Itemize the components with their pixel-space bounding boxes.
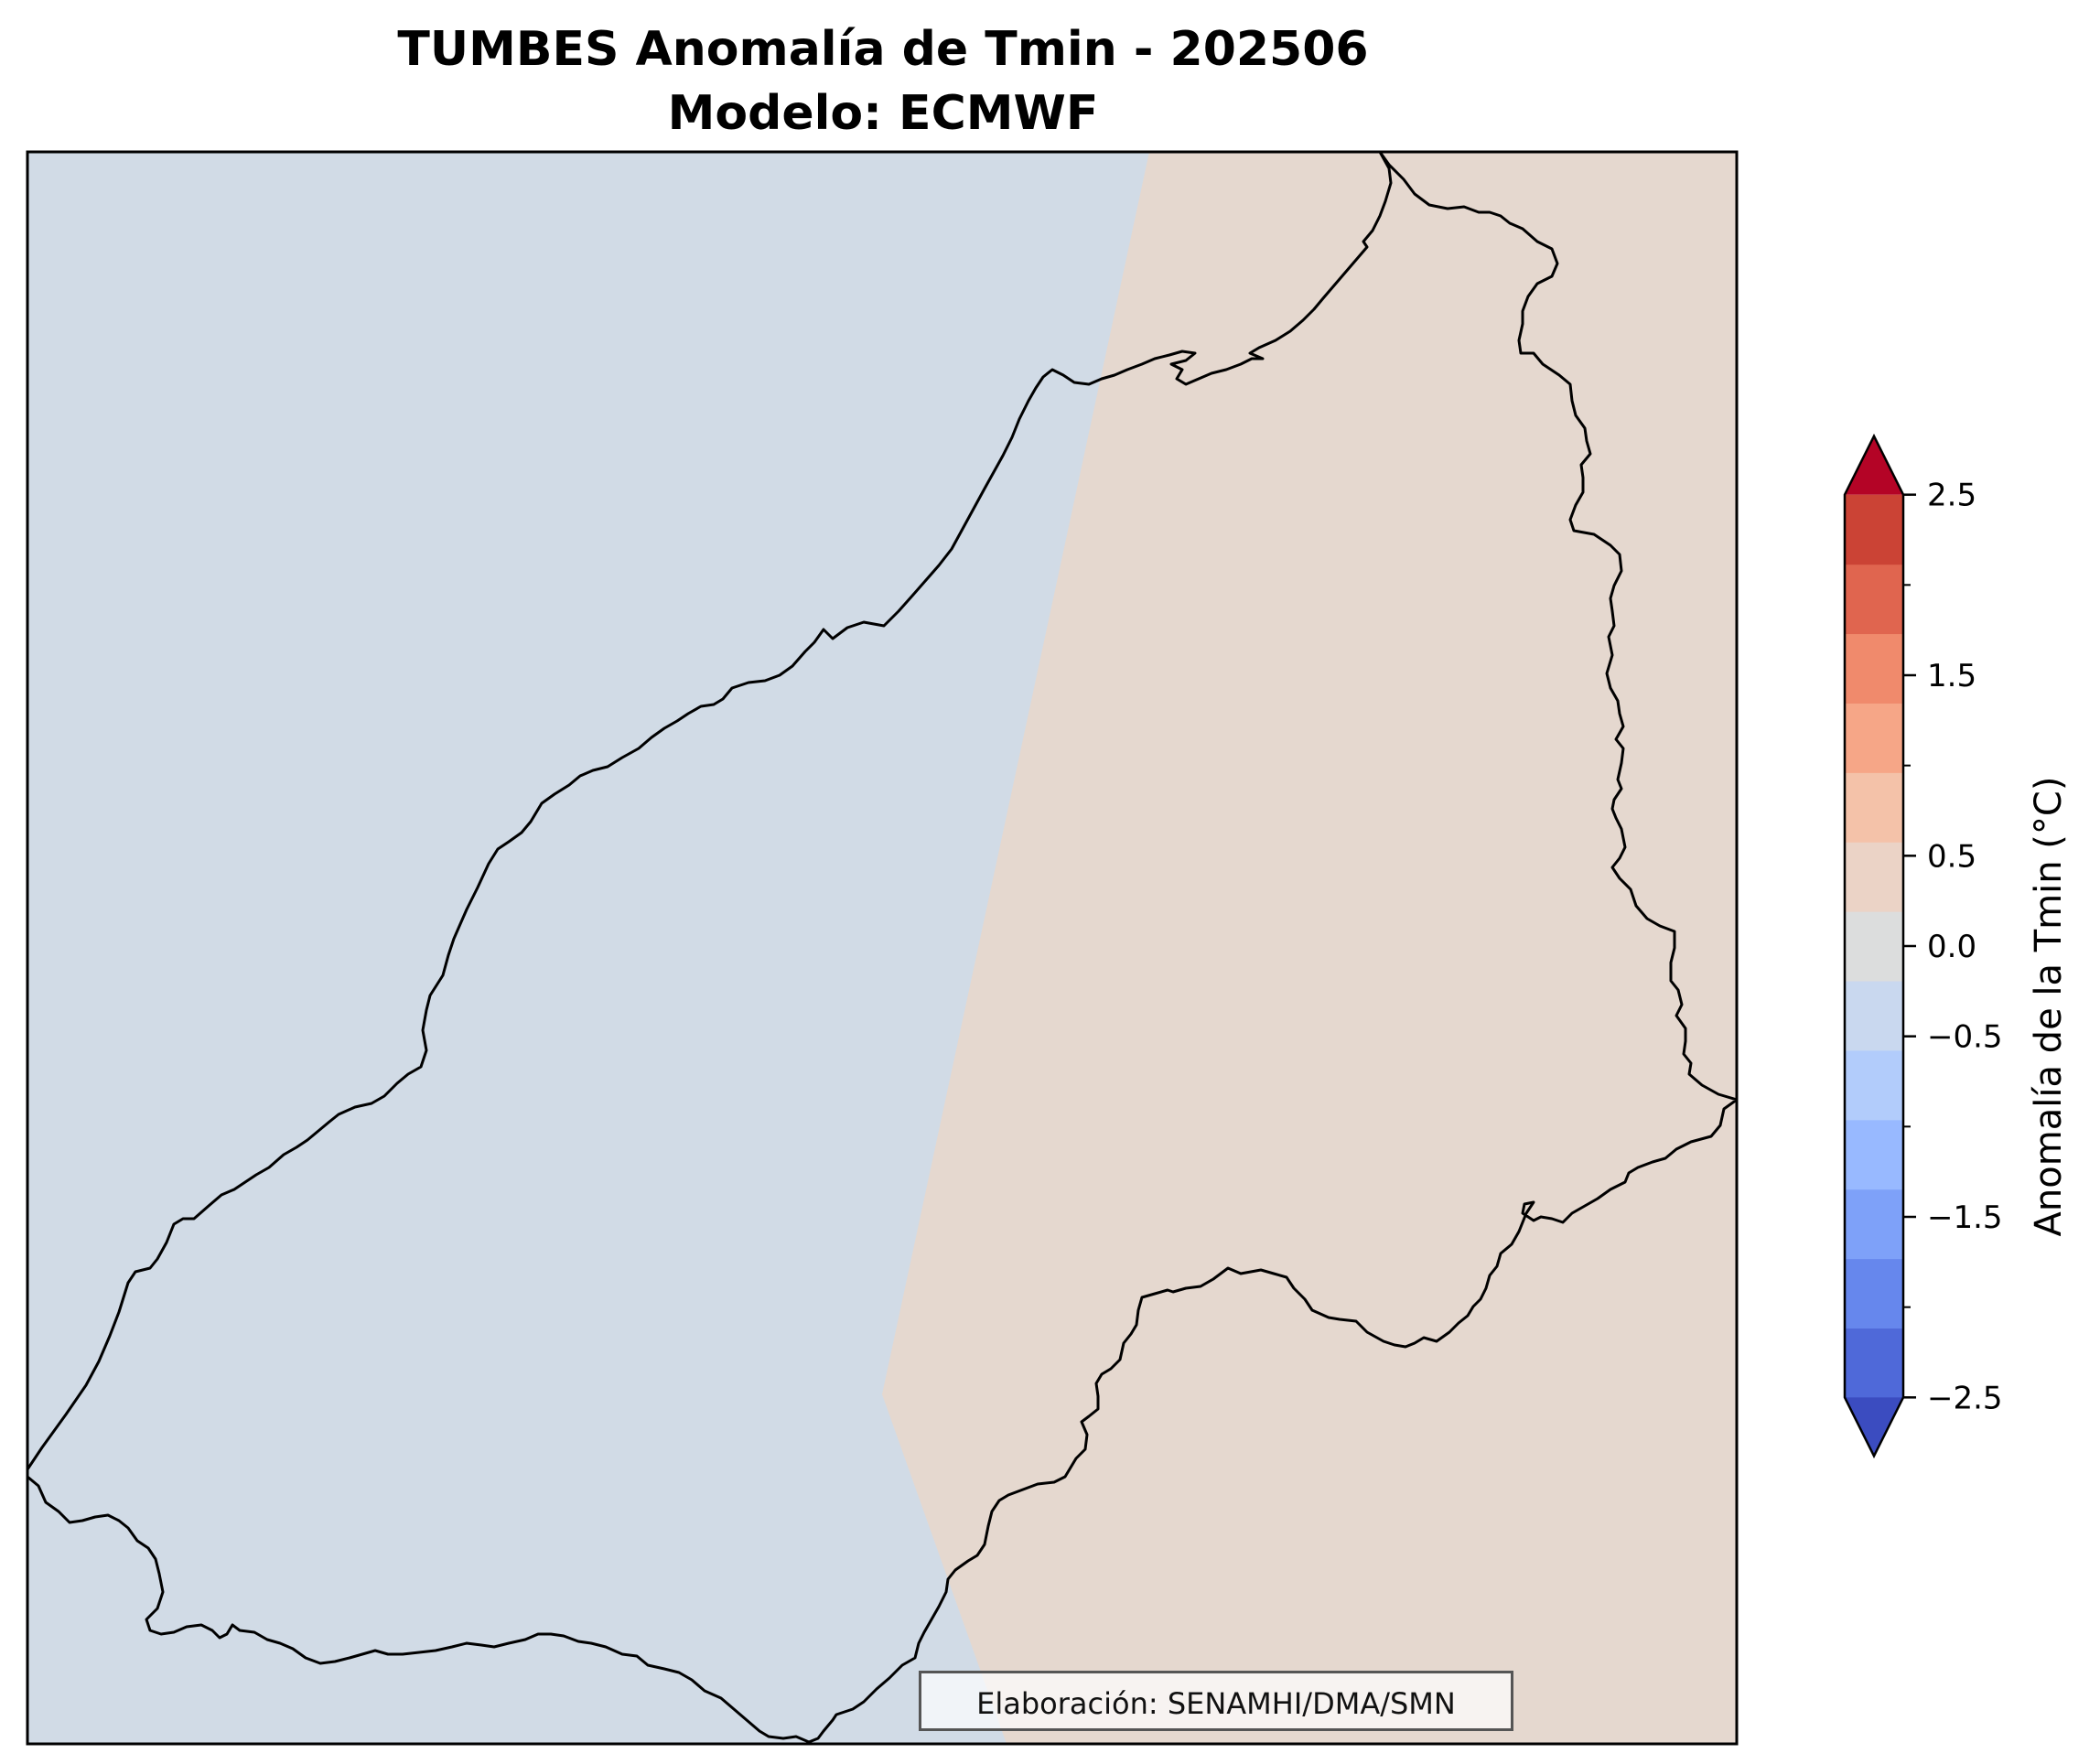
colorbar-tick-label: −0.5 xyxy=(1927,1019,2003,1056)
colorbar-tick-label: 1.5 xyxy=(1927,658,1976,694)
colorbar-bin xyxy=(1845,842,1903,912)
map-subtitle: Modelo: ECMWF xyxy=(667,86,1099,141)
colorbar-bin xyxy=(1845,1189,1903,1260)
colorbar-tick-label: −2.5 xyxy=(1927,1380,2003,1416)
warm-anomaly-region xyxy=(882,152,1737,1744)
colorbar-tick-label: −1.5 xyxy=(1927,1199,2003,1236)
colorbar-bin xyxy=(1845,1049,1903,1121)
colorbar-extend-min xyxy=(1845,1397,1903,1457)
colorbar-bin xyxy=(1845,564,1903,635)
map-panel xyxy=(27,152,1737,1744)
colorbar-label: Anomalía de la Tmin (°C) xyxy=(2028,777,2070,1237)
map-frame xyxy=(26,150,1739,1746)
colorbar-tick-label: 2.5 xyxy=(1927,478,1976,514)
map-title: TUMBES Anomalía de Tmin - 202506 xyxy=(397,22,1369,77)
colorbar-bin xyxy=(1845,1258,1903,1329)
colorbar-extend-max xyxy=(1845,436,1903,495)
colorbar-tick-label: 0.0 xyxy=(1927,929,1976,965)
colorbar-bin xyxy=(1845,633,1903,704)
colorbar-bin xyxy=(1845,772,1903,843)
colorbar-bin xyxy=(1845,911,1903,982)
colorbar-bin xyxy=(1845,1328,1903,1398)
colorbar-bin xyxy=(1845,1119,1903,1190)
colorbar-bin xyxy=(1845,703,1903,773)
colorbar-bin xyxy=(1845,980,1903,1051)
credit-box: Elaboración: SENAMHI/DMA/SMN xyxy=(919,1671,1513,1731)
tumbes-boundary xyxy=(27,152,1737,1744)
colorbar: 2.5 1.5 0.5 0.0 −0.5 −1.5 −2.5 xyxy=(1843,433,2003,1459)
colorbar-bin xyxy=(1845,494,1903,565)
colorbar-tick-label: 0.5 xyxy=(1927,838,1976,875)
